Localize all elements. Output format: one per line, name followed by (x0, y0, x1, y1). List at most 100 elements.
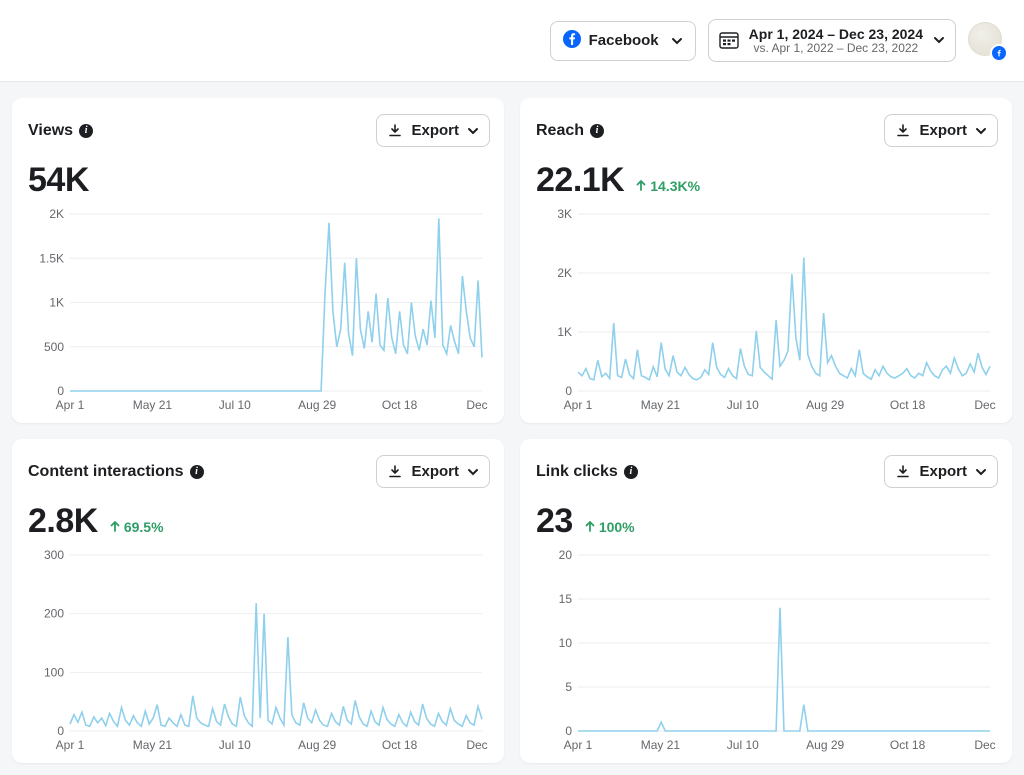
panel-views: ViewsiExport54K05001K1.5K2KApr 1May 21Ju… (12, 98, 504, 423)
platform-selector[interactable]: Facebook (550, 21, 696, 61)
svg-text:May 21: May 21 (133, 738, 173, 752)
facebook-badge-icon (990, 44, 1008, 62)
panel-title: Reachi (536, 122, 604, 140)
arrow-up-icon (585, 519, 595, 535)
svg-text:Jul 10: Jul 10 (219, 738, 251, 752)
delta-value: 69.5% (124, 519, 164, 535)
chevron-down-icon (671, 35, 683, 47)
svg-text:May 21: May 21 (641, 398, 681, 412)
svg-text:Jul 10: Jul 10 (727, 738, 759, 752)
panel-title: Content interactionsi (28, 463, 204, 481)
platform-label: Facebook (589, 32, 659, 49)
svg-text:Oct 18: Oct 18 (890, 398, 926, 412)
chevron-down-icon (933, 34, 945, 46)
svg-text:Aug 29: Aug 29 (806, 738, 844, 752)
svg-text:0: 0 (57, 724, 64, 738)
chart: 0 1K 2K 3K Apr 1 May 21 Jul 10 Aug 29 Oct 18 Dec … (536, 208, 998, 413)
svg-text:Aug 29: Aug 29 (806, 398, 844, 412)
date-range-selector[interactable]: Apr 1, 2024 – Dec 23, 2024 vs. Apr 1, 20… (708, 19, 956, 63)
svg-text:2K: 2K (557, 266, 572, 280)
chevron-down-icon (975, 125, 987, 137)
svg-text:10: 10 (559, 636, 573, 650)
account-avatar[interactable] (968, 22, 1006, 60)
svg-text:Oct 18: Oct 18 (890, 738, 926, 752)
download-icon (895, 464, 911, 480)
download-icon (387, 464, 403, 480)
chart: 0 100 200 300 Apr 1 May 21 Jul 10 Aug 29 Oct 18 D… (28, 549, 490, 753)
title-text: Views (28, 122, 73, 140)
metric-value: 23 (536, 502, 573, 541)
svg-text:5: 5 (565, 680, 572, 694)
svg-text:May 21: May 21 (641, 738, 681, 752)
svg-text:Apr 1: Apr 1 (564, 398, 593, 412)
svg-text:100: 100 (44, 665, 64, 679)
title-text: Reach (536, 122, 584, 140)
date-primary: Apr 1, 2024 – Dec 23, 2024 (749, 26, 923, 42)
arrow-up-icon (110, 519, 120, 535)
panel-interactions: Content interactionsi Export 2.8K 69.5% 0 100… (12, 439, 504, 763)
topbar: Facebook Apr 1, 2024 – Dec 23, 2024 vs. … (0, 0, 1024, 82)
svg-text:Oct 18: Oct 18 (382, 738, 418, 752)
metric-value: 54K (28, 161, 89, 200)
export-label: Export (411, 463, 459, 480)
svg-text:0: 0 (57, 384, 64, 398)
info-icon[interactable]: i (624, 465, 638, 479)
metric-delta: 100% (585, 519, 635, 535)
svg-text:0: 0 (565, 384, 572, 398)
svg-text:200: 200 (44, 607, 64, 621)
export-button[interactable]: Export (376, 114, 490, 147)
svg-text:Jul 10: Jul 10 (727, 398, 759, 412)
export-label: Export (919, 122, 967, 139)
calendar-icon (719, 31, 739, 49)
metric-delta: 69.5% (110, 519, 164, 535)
metric-value: 2.8K (28, 502, 98, 541)
export-label: Export (411, 122, 459, 139)
title-text: Link clicks (536, 463, 618, 481)
delta-value: 100% (599, 519, 635, 535)
panel-reach: Reachi Export 22.1K 14.3K% 0 1K 2K 3K Apr 1 May 2… (520, 98, 1012, 423)
svg-text:Apr 1: Apr 1 (56, 398, 85, 412)
info-icon[interactable]: i (79, 124, 93, 138)
svg-text:Dec 7: Dec 7 (974, 398, 998, 412)
svg-text:1K: 1K (557, 325, 572, 339)
export-button[interactable]: Export (884, 114, 998, 147)
panel-title: Link clicks i (536, 463, 638, 481)
export-button[interactable]: Export (376, 455, 490, 488)
svg-text:15: 15 (559, 592, 573, 606)
download-icon (895, 123, 911, 139)
panel-title: Viewsi (28, 122, 93, 140)
svg-text:Aug 29: Aug 29 (298, 738, 336, 752)
dashboard-grid: ViewsiExport54K05001K1.5K2KApr 1May 21Ju… (0, 82, 1024, 775)
svg-text:300: 300 (44, 549, 64, 562)
export-label: Export (919, 463, 967, 480)
panel-clicks: Link clicks i Export 23 100% 0 5 10 15 20 Apr 1 May… (520, 439, 1012, 763)
date-range-text: Apr 1, 2024 – Dec 23, 2024 vs. Apr 1, 20… (749, 26, 923, 56)
svg-text:Dec 7: Dec 7 (466, 398, 490, 412)
svg-text:2K: 2K (49, 208, 64, 221)
metric-delta: 14.3K% (636, 178, 700, 194)
date-secondary: vs. Apr 1, 2022 – Dec 23, 2022 (749, 42, 923, 56)
facebook-icon (563, 30, 581, 52)
info-icon[interactable]: i (590, 124, 604, 138)
svg-text:20: 20 (559, 549, 573, 562)
svg-text:Oct 18: Oct 18 (382, 398, 418, 412)
svg-text:Dec 7: Dec 7 (974, 738, 998, 752)
svg-text:Apr 1: Apr 1 (56, 738, 85, 752)
svg-text:1.5K: 1.5K (39, 251, 64, 265)
svg-text:Apr 1: Apr 1 (564, 738, 593, 752)
svg-text:3K: 3K (557, 208, 572, 221)
export-button[interactable]: Export (884, 455, 998, 488)
svg-text:Aug 29: Aug 29 (298, 398, 336, 412)
svg-text:0: 0 (565, 724, 572, 738)
chevron-down-icon (467, 125, 479, 137)
chevron-down-icon (467, 466, 479, 478)
svg-text:May 21: May 21 (133, 398, 173, 412)
svg-text:500: 500 (44, 340, 64, 354)
svg-text:Dec 7: Dec 7 (466, 738, 490, 752)
metric-value: 22.1K (536, 161, 624, 200)
chart: 0 5 10 15 20 Apr 1 May 21 Jul 10 Aug 29 Oct 18 Dec… (536, 549, 998, 753)
info-icon[interactable]: i (190, 465, 204, 479)
svg-text:1K: 1K (49, 296, 64, 310)
chevron-down-icon (975, 466, 987, 478)
arrow-up-icon (636, 178, 646, 194)
